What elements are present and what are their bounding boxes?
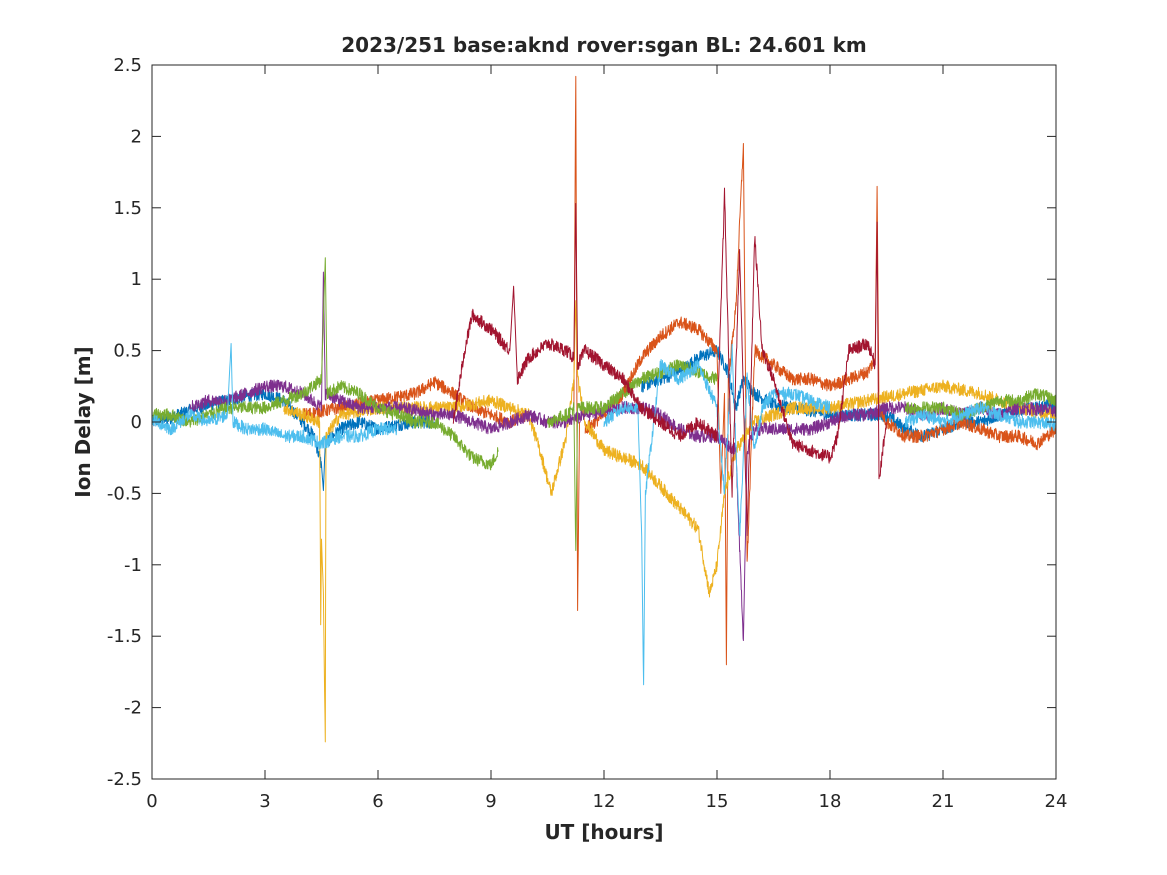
series-1-segment-2 bbox=[641, 345, 1057, 443]
series-6-segment-2 bbox=[603, 343, 831, 686]
y-tick-label: -2.5 bbox=[107, 769, 142, 790]
x-tick-label: 6 bbox=[372, 791, 383, 812]
x-tick-label: 9 bbox=[485, 791, 496, 812]
series-2-segment-3 bbox=[584, 143, 1057, 666]
x-tick-label: 3 bbox=[259, 791, 270, 812]
series-6-segment-1 bbox=[151, 343, 398, 450]
x-tick-label: 24 bbox=[1045, 791, 1068, 812]
y-tick-label: 2.5 bbox=[113, 55, 142, 76]
y-tick-label: -1.5 bbox=[107, 626, 142, 647]
series-6-segment-3 bbox=[904, 401, 1057, 432]
x-axis-label: UT [hours] bbox=[544, 820, 663, 844]
y-tick-label: 1.5 bbox=[113, 198, 142, 219]
x-tick-label: 15 bbox=[706, 791, 729, 812]
x-tick-label: 12 bbox=[593, 791, 616, 812]
series-5-segment-1 bbox=[151, 257, 499, 471]
tick-layer: 0 3 6 9 12 15 18 21 24 2.5 2 1.5 1 0.5 0 -0.5 -1 -1.5 -2 -2… bbox=[107, 55, 1068, 812]
y-tick-label: -1 bbox=[124, 555, 142, 576]
y-tick-label: -2 bbox=[124, 698, 142, 719]
series-layer bbox=[151, 75, 1057, 743]
y-tick-label: 0.5 bbox=[113, 341, 142, 362]
y-axis-label: Ion Delay [m] bbox=[71, 346, 95, 497]
x-tick-label: 21 bbox=[932, 791, 955, 812]
y-tick-label: 2 bbox=[131, 126, 142, 147]
chart-title: 2023/251 base:aknd rover:sgan BL: 24.601… bbox=[341, 33, 867, 57]
y-tick-label: 0 bbox=[131, 412, 142, 433]
y-tick-label: -0.5 bbox=[107, 483, 142, 504]
x-tick-label: 18 bbox=[819, 791, 842, 812]
x-tick-label: 0 bbox=[146, 791, 157, 812]
series-7-segment-1 bbox=[452, 187, 887, 537]
y-tick-label: 1 bbox=[131, 269, 142, 290]
